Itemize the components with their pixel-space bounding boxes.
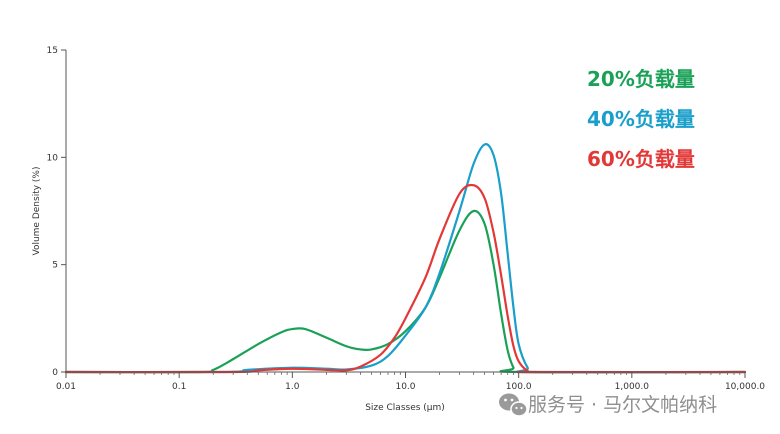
legend-entry-3: 60%负载量 <box>587 147 695 171</box>
y-tick-label: 0 <box>52 368 58 378</box>
legend-entry-1: 20%负载量 <box>587 67 695 91</box>
x-tick-label: 1.0 <box>285 382 300 392</box>
watermark-text: 服务号 · 马尔文帕纳科 <box>528 394 717 416</box>
series-lines <box>64 143 747 374</box>
x-axis-title: Size Classes (µm) <box>365 403 445 413</box>
x-tick-label: 100.0 <box>506 382 532 392</box>
y-axis-title: Volume Density (%) <box>32 167 42 256</box>
legend-entry-2: 40%负载量 <box>587 107 695 131</box>
x-tick-label: 0.01 <box>56 382 76 392</box>
x-tick-label: 1,000.0 <box>615 382 650 392</box>
wechat-icon <box>499 393 528 417</box>
x-tick-label: 0.1 <box>172 382 186 392</box>
y-tick-label: 5 <box>52 261 58 271</box>
y-tick-label: 15 <box>47 46 58 56</box>
series-line-2 <box>64 143 747 374</box>
y-tick-label: 10 <box>47 153 59 163</box>
axis-ticks: 0.01 0.1 1.0 10.0 100.0 1,000.0 10,000.0 0 5 10 15 <box>47 46 766 392</box>
x-tick-label: 10,000.0 <box>725 382 765 392</box>
x-tick-label: 10.0 <box>395 382 415 392</box>
legend: 20%负载量 40%负载量 60%负载量 <box>587 67 695 171</box>
watermark: 服务号 · 马尔文帕纳科 <box>499 393 717 417</box>
series-line-3 <box>64 183 747 374</box>
